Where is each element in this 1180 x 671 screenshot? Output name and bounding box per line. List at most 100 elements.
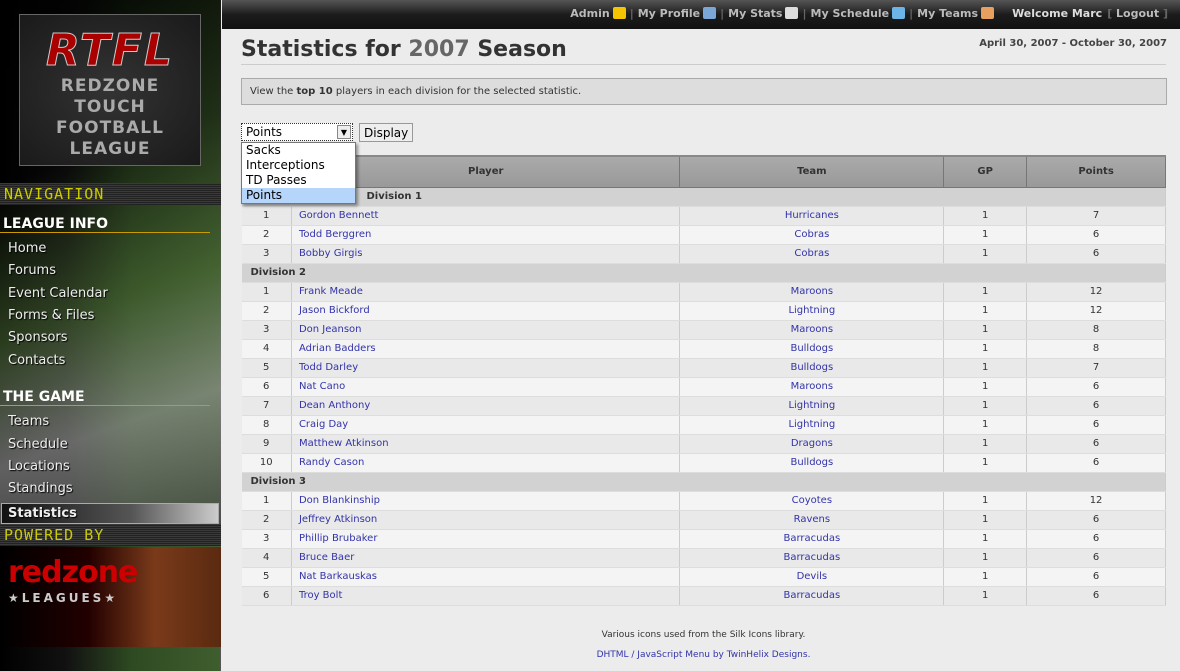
topbar-link-my-stats[interactable]: My Stats: [728, 7, 799, 20]
team-link[interactable]: Cobras: [679, 244, 945, 264]
player-link[interactable]: Todd Berggren: [291, 225, 681, 245]
team-link[interactable]: Bulldogs: [679, 453, 945, 473]
sidebar-item-locations[interactable]: Locations: [8, 459, 70, 474]
logo-sub-line: LEAGUE: [69, 139, 151, 159]
league-logo[interactable]: RTFL REDZONE TOUCH FOOTBALL LEAGUE: [19, 14, 201, 166]
player-link[interactable]: Don Jeanson: [291, 320, 681, 340]
team-link[interactable]: Lightning: [679, 415, 945, 435]
team-link[interactable]: Cobras: [679, 225, 945, 245]
team-link[interactable]: Devils: [679, 567, 945, 587]
team-link[interactable]: Barracudas: [679, 548, 945, 568]
display-button[interactable]: Display: [359, 123, 414, 142]
gp-cell: 1: [943, 339, 1028, 359]
powered-logo-text: redzone: [8, 555, 138, 590]
points-cell: 6: [1026, 529, 1166, 549]
player-link[interactable]: Nat Barkauskas: [291, 567, 681, 587]
sidebar-item-sponsors[interactable]: Sponsors: [8, 330, 68, 345]
rank-cell: 5: [241, 358, 292, 378]
column-header[interactable]: Team: [679, 155, 945, 188]
sidebar-item-home[interactable]: Home: [8, 241, 47, 256]
team-link[interactable]: Maroons: [679, 377, 945, 397]
sidebar-item-standings[interactable]: Standings: [8, 481, 73, 496]
gp-cell: 1: [943, 548, 1028, 568]
dropdown-option[interactable]: TD Passes: [246, 173, 307, 187]
team-link[interactable]: Coyotes: [679, 491, 945, 511]
rank-cell: 2: [241, 301, 292, 321]
table-row: 2 Jeffrey Atkinson Ravens 1 6: [241, 510, 1166, 530]
points-cell: 6: [1026, 244, 1166, 264]
player-link[interactable]: Troy Bolt: [291, 586, 681, 606]
player-link[interactable]: Phillip Brubaker: [291, 529, 681, 549]
player-link[interactable]: Jeffrey Atkinson: [291, 510, 681, 530]
rank-cell: 1: [241, 282, 292, 302]
team-link[interactable]: Barracudas: [679, 586, 945, 606]
table-row: 1 Frank Meade Maroons 1 12: [241, 282, 1166, 302]
statistic-select[interactable]: Points ▼: [241, 123, 353, 141]
bracket: ]: [1159, 7, 1168, 20]
division-row: Division 1: [241, 186, 1166, 207]
player-link[interactable]: Matthew Atkinson: [291, 434, 681, 454]
gp-cell: 1: [943, 510, 1028, 530]
chevron-down-icon[interactable]: ▼: [337, 125, 351, 139]
team-link[interactable]: Barracudas: [679, 529, 945, 549]
column-header[interactable]: GP: [943, 155, 1028, 188]
dropdown-option[interactable]: Sacks: [246, 143, 281, 157]
team-link[interactable]: Lightning: [679, 301, 945, 321]
sidebar-item-schedule[interactable]: Schedule: [8, 437, 68, 452]
gp-cell: 1: [943, 396, 1028, 416]
player-link[interactable]: Adrian Badders: [291, 339, 681, 359]
sidebar-item-contacts[interactable]: Contacts: [8, 353, 66, 368]
table-row: 10 Randy Cason Bulldogs 1 6: [241, 453, 1166, 473]
player-link[interactable]: Don Blankinship: [291, 491, 681, 511]
redzone-leagues-logo[interactable]: redzone ★LEAGUES★: [0, 547, 221, 647]
dropdown-option[interactable]: Interceptions: [246, 158, 325, 172]
footer-credit-twinhelix[interactable]: DHTML / JavaScript Menu by TwinHelix Des…: [596, 650, 811, 660]
rank-cell: 9: [241, 434, 292, 454]
rank-cell: 2: [241, 225, 292, 245]
rank-cell: 2: [241, 510, 292, 530]
team-link[interactable]: Maroons: [679, 320, 945, 340]
rank-cell: 6: [241, 586, 292, 606]
player-link[interactable]: Bruce Baer: [291, 548, 681, 568]
sidebar-item-event-calendar[interactable]: Event Calendar: [8, 286, 108, 301]
division-row: Division 3: [241, 471, 1166, 492]
dropdown-option[interactable]: Points: [242, 188, 355, 203]
rank-cell: 4: [241, 548, 292, 568]
team-link[interactable]: Lightning: [679, 396, 945, 416]
player-link[interactable]: Nat Cano: [291, 377, 681, 397]
link-label: My Schedule: [810, 7, 890, 20]
sidebar-item-forms-files[interactable]: Forms & Files: [8, 308, 95, 323]
section-heading: LEAGUE INFO: [0, 216, 210, 233]
division-name: Division 1: [241, 186, 1166, 207]
topbar-link-my-teams[interactable]: My Teams: [917, 7, 995, 20]
team-link[interactable]: Ravens: [679, 510, 945, 530]
player-link[interactable]: Dean Anthony: [291, 396, 681, 416]
column-header[interactable]: Points: [1026, 155, 1166, 188]
player-link[interactable]: Jason Bickford: [291, 301, 681, 321]
player-link[interactable]: Todd Darley: [291, 358, 681, 378]
player-link[interactable]: Bobby Girgis: [291, 244, 681, 264]
group-icon: [981, 7, 995, 19]
sidebar-item-forums[interactable]: Forums: [8, 263, 56, 278]
gp-cell: 1: [943, 491, 1028, 511]
team-link[interactable]: Bulldogs: [679, 358, 945, 378]
team-link[interactable]: Hurricanes: [679, 206, 945, 226]
topbar-link-my-profile[interactable]: My Profile: [638, 7, 717, 20]
sidebar-item-teams[interactable]: Teams: [8, 414, 50, 429]
player-link[interactable]: Gordon Bennett: [291, 206, 681, 226]
team-link[interactable]: Bulldogs: [679, 339, 945, 359]
topbar-link-admin[interactable]: Admin: [570, 7, 626, 20]
link-label: My Stats: [728, 7, 783, 20]
player-link[interactable]: Randy Cason: [291, 453, 681, 473]
table-row: 2 Todd Berggren Cobras 1 6: [241, 225, 1166, 245]
player-link[interactable]: Frank Meade: [291, 282, 681, 302]
gp-cell: 1: [943, 377, 1028, 397]
sidebar-item-statistics[interactable]: Statistics: [1, 503, 219, 524]
player-link[interactable]: Craig Day: [291, 415, 681, 435]
team-link[interactable]: Maroons: [679, 282, 945, 302]
welcome-text: Welcome Marc: [1012, 7, 1103, 20]
logout-link[interactable]: Logout: [1116, 7, 1160, 20]
team-link[interactable]: Dragons: [679, 434, 945, 454]
table-row: 8 Craig Day Lightning 1 6: [241, 415, 1166, 435]
topbar-link-my-schedule[interactable]: My Schedule: [811, 7, 906, 20]
